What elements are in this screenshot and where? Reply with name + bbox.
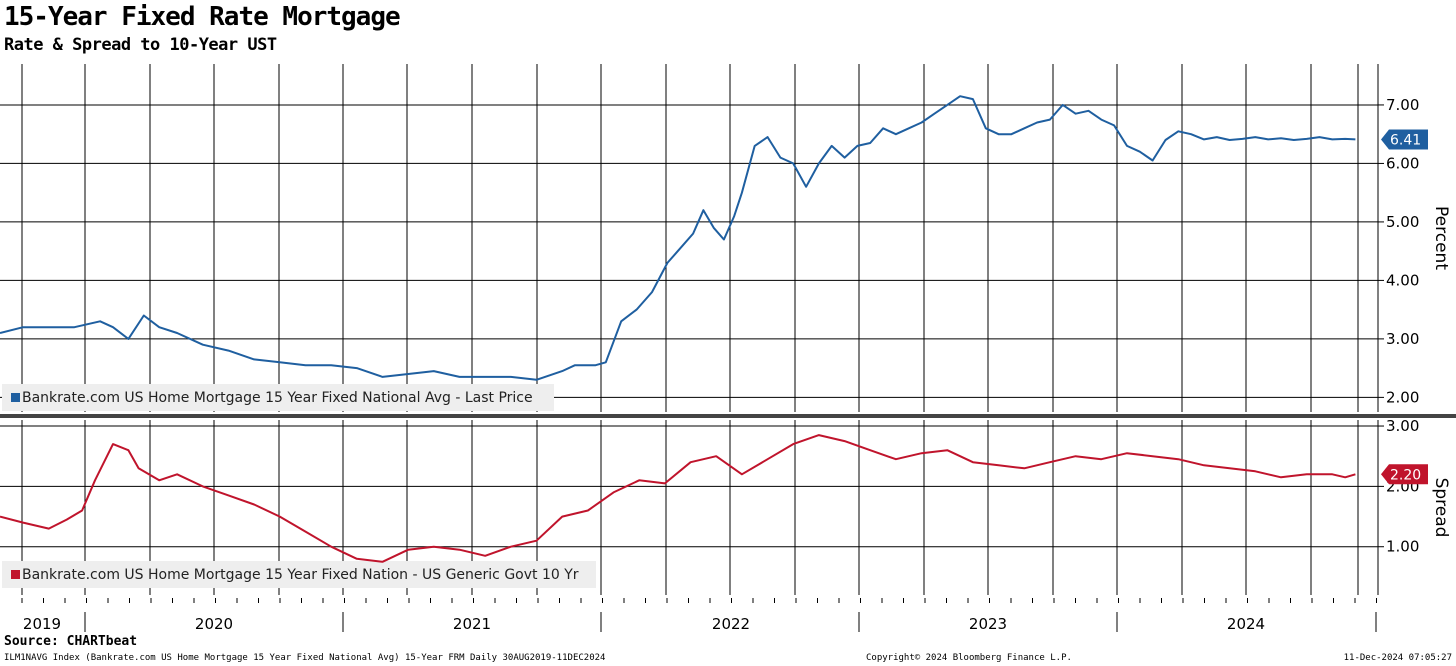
footer-timestamp: 11-Dec-2024 07:05:27: [1343, 653, 1452, 663]
legend-swatch-0: [11, 393, 20, 402]
ytick-label-0-4: 3.00: [1386, 330, 1419, 348]
series-line-1-0: [0, 434, 1356, 563]
axis-layer: 7.00 6.00 5.00 4.00 3.00 2.00 Percent 6.41 3.00 2…: [0, 64, 1456, 633]
ytick-label-0-5: 2.00: [1386, 388, 1419, 406]
ytick-label-0-0: 7.00: [1386, 96, 1419, 114]
legend-swatch-1: [11, 570, 20, 579]
ytick-label-0-2: 5.00: [1386, 213, 1419, 231]
series-line-0-0: [0, 95, 1356, 381]
year-label-2021: 2021: [453, 615, 491, 633]
chart-subtitle: Rate & Spread to 10-Year UST: [4, 35, 277, 55]
legend-box-1: [2, 561, 596, 588]
ytick-label-0-1: 6.00: [1386, 154, 1419, 172]
year-label-2023: 2023: [969, 615, 1007, 633]
year-label-2019: 2019: [23, 615, 61, 633]
series-layer: [0, 95, 1356, 563]
ytick-label-1-2: 1.00: [1386, 538, 1419, 556]
year-label-2022: 2022: [712, 615, 750, 633]
legend-label-1: Bankrate.com US Home Mortgage 15 Year Fi…: [22, 567, 579, 583]
legend-label-0: Bankrate.com US Home Mortgage 15 Year Fi…: [22, 390, 533, 406]
legend-box-0: [2, 384, 554, 411]
footer-index-note: ILM1NAVG Index (Bankrate.com US Home Mor…: [4, 653, 606, 663]
y-axis-label-1: Spread: [1431, 478, 1451, 538]
last-value-label-1: 2.20: [1390, 467, 1421, 483]
y-axis-label-0: Percent: [1431, 206, 1451, 270]
last-value-badge-1: [1381, 464, 1428, 485]
footer-copyright: Copyright© 2024 Bloomberg Finance L.P.: [866, 653, 1072, 663]
year-label-2020: 2020: [195, 615, 233, 633]
panel-separator: [0, 414, 1456, 418]
chart-title: 15-Year Fixed Rate Mortgage: [4, 2, 401, 32]
source-note: Source: CHARTbeat: [4, 634, 138, 649]
year-label-2024: 2024: [1227, 615, 1265, 633]
last-value-badge-0: [1381, 129, 1428, 150]
ytick-label-1-0: 3.00: [1386, 417, 1419, 435]
legend-layer: Bankrate.com US Home Mortgage 15 Year Fi…: [2, 384, 596, 588]
ytick-label-0-3: 4.00: [1386, 271, 1419, 289]
last-value-label-0: 6.41: [1390, 132, 1421, 148]
grid-layer: [0, 64, 1378, 595]
